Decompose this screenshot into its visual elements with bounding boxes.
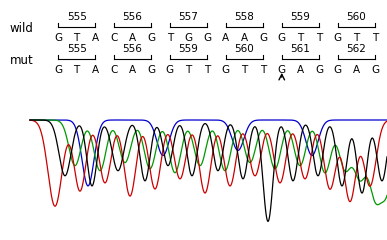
Text: G: G (278, 33, 286, 43)
Text: A: A (222, 33, 229, 43)
Text: G: G (203, 33, 211, 43)
Text: G: G (54, 33, 62, 43)
Text: G: G (334, 65, 342, 75)
Text: G: G (259, 33, 267, 43)
Text: T: T (372, 33, 378, 43)
Text: T: T (185, 65, 192, 75)
Text: G: G (222, 65, 230, 75)
Text: G: G (54, 65, 62, 75)
Text: 556: 556 (123, 12, 142, 22)
Text: mut: mut (10, 54, 34, 67)
Text: 559: 559 (291, 12, 310, 22)
Text: T: T (297, 33, 303, 43)
Text: A: A (353, 65, 360, 75)
Text: A: A (92, 65, 99, 75)
Text: G: G (166, 65, 174, 75)
Text: 557: 557 (178, 12, 199, 22)
Text: A: A (129, 65, 136, 75)
Text: A: A (241, 33, 248, 43)
Text: G: G (147, 33, 155, 43)
Text: A: A (297, 65, 304, 75)
Text: 561: 561 (291, 44, 310, 54)
Text: C: C (110, 65, 118, 75)
Text: G: G (147, 65, 155, 75)
Text: T: T (241, 65, 248, 75)
Text: 562: 562 (346, 44, 366, 54)
Text: 560: 560 (346, 12, 366, 22)
Text: 556: 556 (123, 44, 142, 54)
Text: 555: 555 (67, 44, 87, 54)
Text: T: T (353, 33, 360, 43)
Text: T: T (74, 33, 80, 43)
Text: wild: wild (10, 23, 34, 36)
Text: G: G (185, 33, 193, 43)
Text: T: T (74, 65, 80, 75)
Text: G: G (315, 65, 323, 75)
Text: C: C (110, 33, 118, 43)
Text: A: A (92, 33, 99, 43)
Text: 555: 555 (67, 12, 87, 22)
Text: G: G (278, 65, 286, 75)
Text: 559: 559 (178, 44, 199, 54)
Text: 558: 558 (235, 12, 254, 22)
Text: T: T (204, 65, 210, 75)
Text: 560: 560 (235, 44, 254, 54)
Text: A: A (129, 33, 136, 43)
Text: T: T (167, 33, 173, 43)
Text: G: G (371, 65, 379, 75)
Text: T: T (260, 65, 266, 75)
Text: T: T (316, 33, 322, 43)
Text: G: G (334, 33, 342, 43)
